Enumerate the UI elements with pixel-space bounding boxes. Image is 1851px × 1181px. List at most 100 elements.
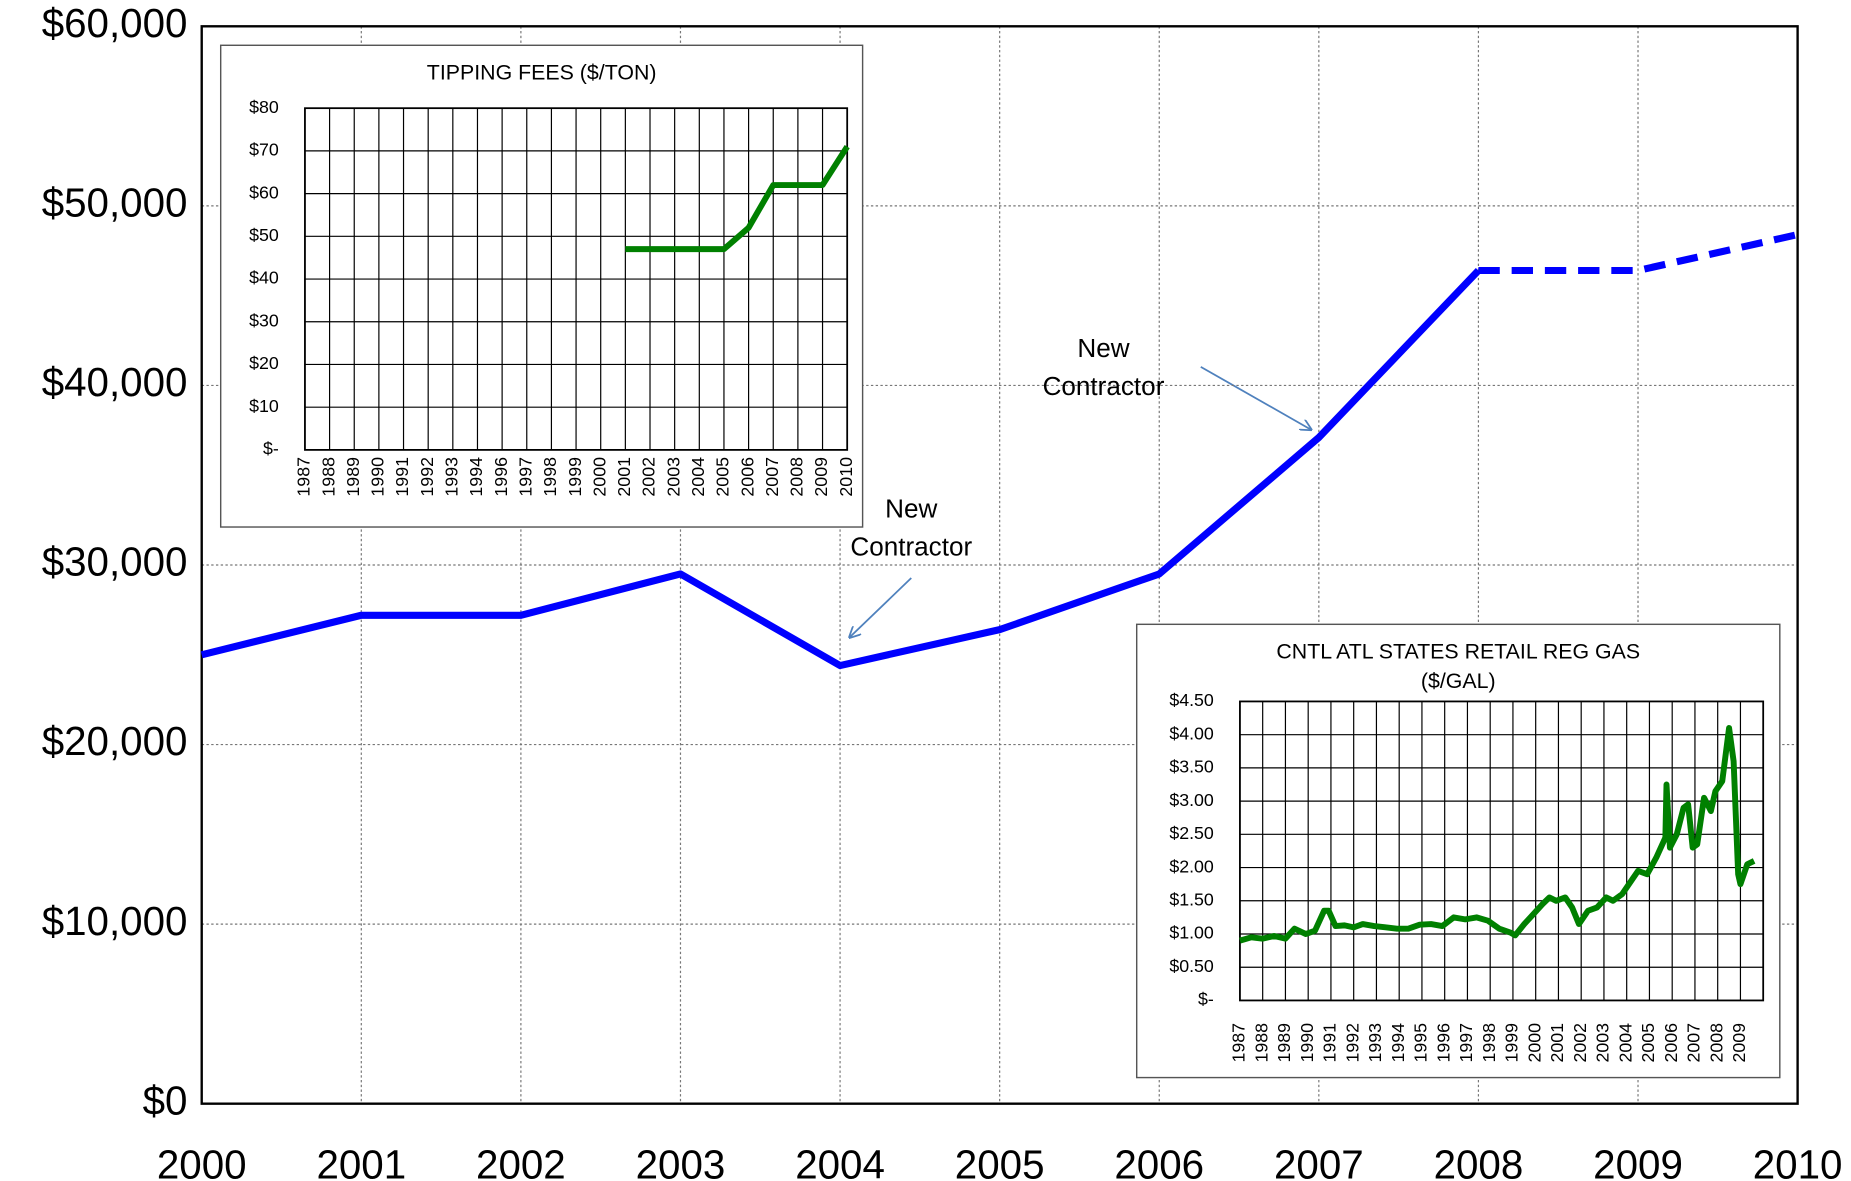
x-tick-label: 1996 (1433, 1023, 1453, 1063)
y-tick-label: $80 (249, 97, 279, 117)
x-tick-label: 2003 (663, 457, 683, 497)
x-tick-label: 1987 (1229, 1023, 1249, 1063)
line-series (1239, 725, 1756, 944)
x-tick-label: 1999 (565, 457, 585, 497)
y-tick-label: $3.50 (1169, 757, 1214, 777)
x-tick-label: 2009 (1593, 1141, 1683, 1181)
x-tick-label: 1997 (515, 457, 535, 497)
x-tick-label: 2006 (737, 457, 757, 497)
plot-frame (1239, 700, 1765, 1002)
x-tick-label: 1994 (466, 457, 486, 497)
x-tick-label: 2009 (811, 457, 831, 497)
x-tick-label: 1988 (1251, 1023, 1271, 1063)
x-tick-label: 2008 (1706, 1023, 1726, 1063)
x-tick-label: 2004 (688, 457, 708, 497)
x-tick-label: 2002 (639, 457, 659, 497)
chart-title: CNTL ATL STATES RETAIL REG GAS (1276, 639, 1640, 663)
x-tick-label: 1988 (318, 457, 338, 497)
x-tick-label: 1987 (294, 457, 314, 497)
panel: TIPPING FEES ($/TON) $- $10 $20 $30 $40 $50 $60… (219, 44, 864, 528)
y-tick-label: $50,000 (42, 180, 188, 226)
y-tick-label: $70 (249, 140, 279, 160)
y-tick-label: $60,000 (42, 0, 188, 46)
y-tick-label: $4.50 (1169, 690, 1214, 710)
x-tick-label: 1989 (1274, 1023, 1294, 1063)
y-tick-label: $4.00 (1169, 723, 1214, 743)
annotation: Contractor (1043, 371, 1165, 401)
chart-title: TIPPING FEES ($/TON) (427, 60, 657, 84)
x-tick-label: 2008 (787, 457, 807, 497)
x-tick-label: 1992 (1342, 1023, 1362, 1063)
y-tick-label: $3.00 (1169, 790, 1214, 810)
x-tick-label: 1993 (442, 457, 462, 497)
x-tick-label: 1991 (392, 457, 412, 497)
x-tick-label: 2003 (636, 1141, 726, 1181)
x-tick-label: 2010 (1753, 1141, 1843, 1181)
x-tick-label: 2000 (157, 1141, 247, 1181)
x-tick-label: 2000 (1524, 1023, 1544, 1063)
x-tick-label: 2005 (1638, 1023, 1658, 1063)
y-tick-label: $2.50 (1169, 823, 1214, 843)
y-tick-label: $10 (249, 396, 279, 416)
annotation-arrow (1200, 366, 1311, 430)
x-tick-label: 1990 (1297, 1023, 1317, 1063)
x-tick-label: 1990 (368, 457, 388, 497)
annotation: Contractor (850, 531, 972, 561)
y-tick-label: $20,000 (42, 718, 188, 764)
y-tick-label: $0.50 (1169, 956, 1214, 976)
x-tick-label: 1993 (1365, 1023, 1385, 1063)
inset-box (219, 44, 864, 528)
y-tick-label: $10,000 (42, 898, 188, 944)
y-tick-label: $1.00 (1169, 923, 1214, 943)
annotation-arrow (850, 577, 912, 637)
x-tick-label: 2005 (955, 1141, 1045, 1181)
annotation: New (885, 493, 937, 523)
x-tick-label: 2007 (1684, 1023, 1704, 1063)
x-tick-label: 1998 (540, 457, 560, 497)
x-tick-label: 1996 (491, 457, 511, 497)
line-series (625, 145, 850, 253)
x-tick-label: 2008 (1434, 1141, 1524, 1181)
plot-frame (200, 25, 1799, 1105)
x-tick-label: 2000 (589, 457, 609, 497)
y-tick-label: $30,000 (42, 539, 188, 585)
y-tick-label: $60 (249, 182, 279, 202)
x-tick-label: 1995 (1411, 1023, 1431, 1063)
x-tick-label: 2003 (1593, 1023, 1613, 1063)
y-tick-label: $40 (249, 268, 279, 288)
x-tick-label: 2002 (476, 1141, 566, 1181)
y-tick-label: $0 (143, 1077, 188, 1123)
x-tick-label: 2002 (1570, 1023, 1590, 1063)
x-tick-label: 2010 (836, 457, 856, 497)
x-tick-label: 1992 (417, 457, 437, 497)
x-tick-label: 1994 (1388, 1023, 1408, 1063)
x-tick-label: 1989 (343, 457, 363, 497)
y-tick-label: $1.50 (1169, 889, 1214, 909)
line-series (1478, 231, 1799, 275)
chart-title: ($/GAL) (1421, 669, 1496, 693)
y-tick-label: $2.00 (1169, 856, 1214, 876)
plot-frame (304, 107, 849, 451)
x-tick-label: 2004 (1615, 1023, 1635, 1063)
y-tick-label: $40,000 (42, 359, 188, 405)
y-tick-label: $30 (249, 310, 279, 330)
x-tick-label: 1998 (1479, 1023, 1499, 1063)
x-tick-label: 2001 (614, 457, 634, 497)
panel: $0 $10,000 $20,000 $30,000 $40,000 $50,000 $60… (42, 0, 1843, 1181)
panel: CNTL ATL STATES RETAIL REG GAS ($/GAL) $- $… (1135, 623, 1781, 1079)
y-tick-label: $50 (249, 225, 279, 245)
x-tick-label: 2006 (1114, 1141, 1204, 1181)
x-tick-label: 2004 (795, 1141, 885, 1181)
x-tick-label: 2007 (1274, 1141, 1364, 1181)
y-tick-label: $20 (249, 353, 279, 373)
x-tick-label: 2001 (1547, 1023, 1567, 1063)
x-tick-label: 2001 (316, 1141, 406, 1181)
y-tick-label: $- (1198, 989, 1214, 1009)
annotation: New (1077, 333, 1129, 363)
x-tick-label: 1997 (1456, 1023, 1476, 1063)
x-tick-label: 2005 (713, 457, 733, 497)
line-series (200, 268, 1482, 670)
x-tick-label: 2006 (1661, 1023, 1681, 1063)
x-tick-label: 1999 (1502, 1023, 1522, 1063)
